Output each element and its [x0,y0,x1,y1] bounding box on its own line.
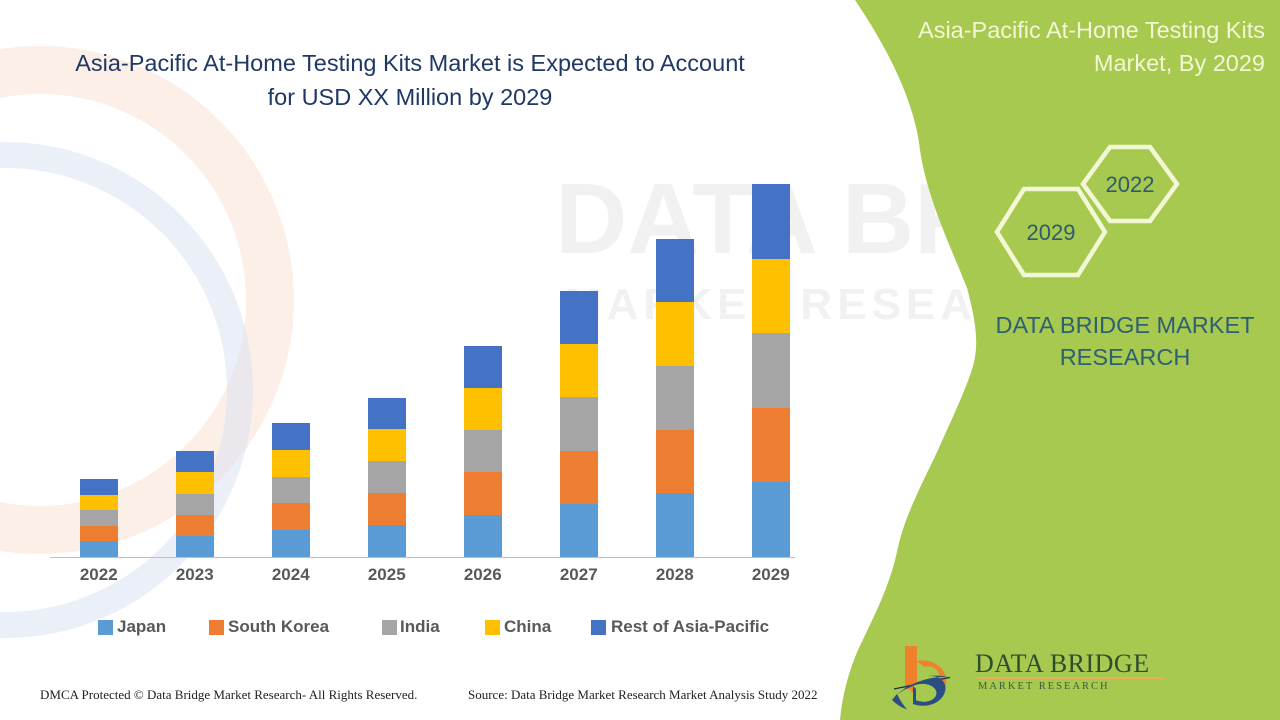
svg-text:2029: 2029 [1027,220,1076,245]
svg-text:2022: 2022 [1106,172,1155,197]
